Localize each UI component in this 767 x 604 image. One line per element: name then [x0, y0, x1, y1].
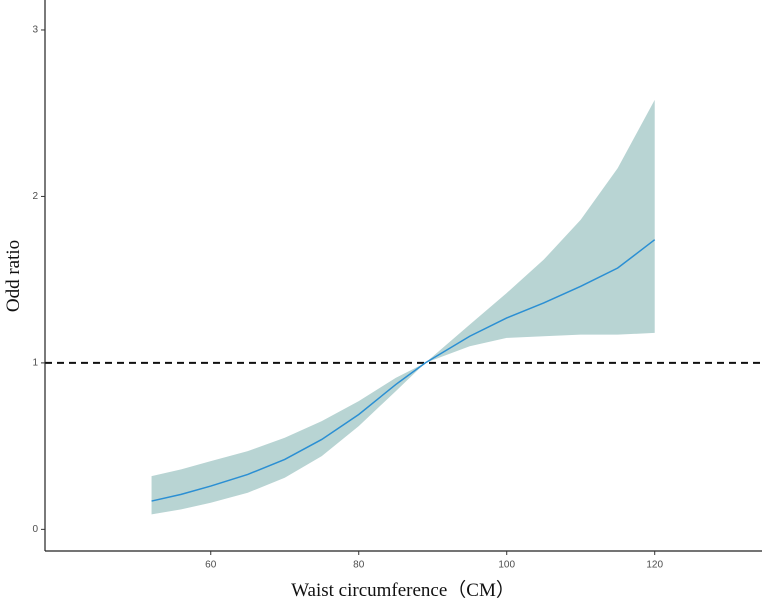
confidence-band [151, 99, 655, 515]
y-axis-title: Odd ratio [3, 240, 24, 312]
x-tick-label: 100 [498, 560, 515, 571]
x-tick-label: 80 [353, 560, 365, 571]
y-tick-label: 3 [32, 25, 38, 36]
x-axis-title: Waist circumference（CM） [291, 579, 515, 601]
x-tick-label: 120 [646, 560, 663, 571]
y-tick-label: 2 [32, 191, 38, 202]
or-line [151, 239, 656, 502]
x-tick-label: 60 [205, 560, 217, 571]
y-tick-label: 0 [32, 524, 38, 535]
y-tick-label: 1 [32, 358, 38, 369]
